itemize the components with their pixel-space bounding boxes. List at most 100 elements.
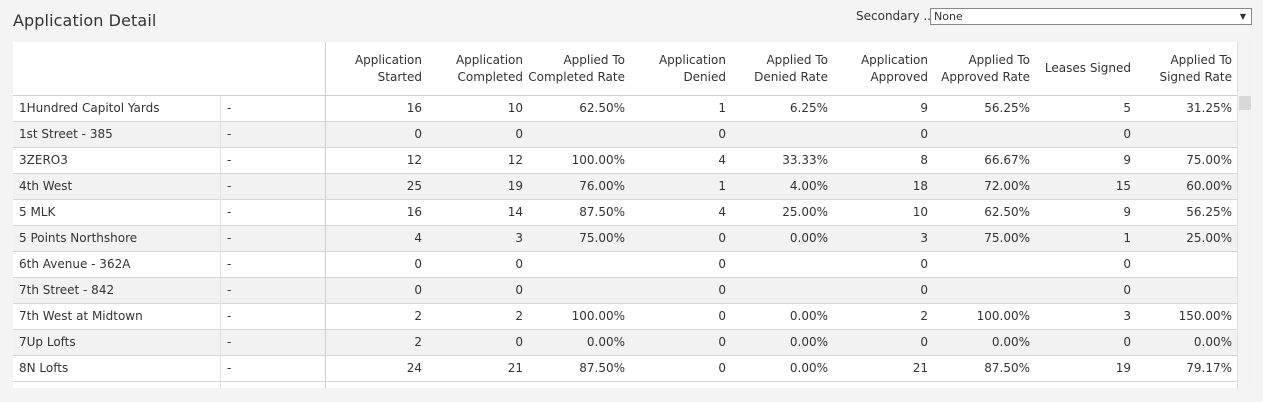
table-cell: 3 [920,231,928,245]
table-cell: 87.50% [579,205,625,219]
secondary-value: - [227,283,232,297]
table-row[interactable]: 4th West - 25 19 76.00% 1 4.00% 18 72.00% 15 60.00… [13,174,1237,200]
secondary-filter-value: None [934,10,963,23]
page-title: Application Detail [13,11,157,30]
table-cell: 0.00% [789,361,828,375]
table-cell: 2 [414,335,422,349]
table-cell: 0 [1123,127,1131,141]
property-name: 1st Street - 385 [19,127,113,141]
row-header-divider [220,96,221,388]
column-header[interactable]: Application Denied [658,52,726,84]
table-cell [726,252,828,277]
table-cell: 15 [1115,179,1131,193]
table-cell: 4 [718,205,726,219]
column-header[interactable]: Applied To Denied Rate [754,52,828,84]
secondary-filter-label: Secondary ... [856,9,935,23]
table-cell: 56.25% [1186,205,1232,219]
table-cell: 2 [920,309,928,323]
secondary-value: - [227,127,232,141]
column-header[interactable]: Leases Signed [1044,61,1131,75]
table-cell: 75.00% [1186,153,1232,167]
table-cell: 76.00% [579,179,625,193]
table-row[interactable]: 1st Street - 385 - 0 0 0 0 0 [13,122,1237,148]
column-header[interactable]: Application Started [354,52,422,84]
table-header: Application Started Application Completed… [13,42,1237,96]
application-detail-table: Application Started Application Completed… [13,42,1251,388]
table-cell: 9 [1123,205,1131,219]
column-header[interactable]: Application Completed [455,52,523,84]
table-cell [928,278,1030,303]
table-cell: 25.00% [782,205,828,219]
table-cell: 9 [1123,153,1131,167]
table-cell: 60.00% [1186,179,1232,193]
table-row[interactable]: 5 Points Northshore - 4 3 75.00% 0 0.00% 3 75.00… [13,226,1237,252]
table-cell: 56.25% [984,101,1030,115]
table-cell: 31.25% [1186,101,1232,115]
table-cell: 10 [507,101,523,115]
table-cell: 0 [718,257,726,271]
secondary-value: - [227,361,232,375]
table-cell: 2 [515,309,523,323]
secondary-value: - [227,309,232,323]
table-cell: 2 [414,309,422,323]
table-cell: 87.50% [984,361,1030,375]
table-cell: 0 [515,257,523,271]
table-row[interactable]: 3ZERO3 - 12 12 100.00% 4 33.33% 8 66.67% 9 75.00% [13,148,1237,174]
table-cell [523,278,625,303]
table-cell: 75.00% [579,231,625,245]
table-row[interactable]: 7th West at Midtown - 2 2 100.00% 0 0.00% 2 100.… [13,304,1237,330]
table-row[interactable]: 1Hundred Capitol Yards - 16 10 62.50% 1 6.25% 9… [13,96,1237,122]
scrollbar-thumb[interactable] [1239,96,1251,110]
table-row[interactable]: 5 MLK - 16 14 87.50% 4 25.00% 10 62.50% 9 56.25% [13,200,1237,226]
table-cell: 6.25% [789,101,828,115]
table-cell: 21 [507,361,523,375]
table-cell: 0 [515,335,523,349]
column-header[interactable]: Applied To Signed Rate [1159,52,1232,84]
table-row[interactable]: 6th Avenue - 362A - 0 0 0 0 0 [13,252,1237,278]
column-header[interactable]: Applied To Completed Rate [528,52,625,84]
table-cell: 150.00% [1178,309,1232,323]
table-cell: 0 [718,361,726,375]
row-header-column-divider [325,42,326,388]
table-row[interactable]: 7th Street - 842 - 0 0 0 0 0 [13,278,1237,304]
table-cell: 14 [507,205,523,219]
table-cell: 12 [406,153,422,167]
table-cell: 79.17% [1186,361,1232,375]
table-row[interactable]: 7Up Lofts - 2 0 0.00% 0 0.00% 0 0.00% 0 0.00% [13,330,1237,356]
table-cell: 100.00% [976,309,1030,323]
table-cell: 0 [515,127,523,141]
table-cell: 100.00% [571,309,625,323]
table-cell [1131,278,1232,303]
secondary-value: - [227,205,232,219]
dropdown-arrow-icon[interactable]: ▼ [1239,12,1246,21]
column-header[interactable]: Application Approved [860,52,928,84]
table-cell [928,252,1030,277]
table-cell [523,122,625,147]
property-name: 3ZERO3 [19,153,68,167]
table-cell: 62.50% [984,205,1030,219]
vertical-scrollbar[interactable] [1237,42,1251,388]
secondary-value: - [227,335,232,349]
property-name: 7th West at Midtown [19,309,143,323]
table-cell: 1 [1123,231,1131,245]
table-cell: 62.50% [579,101,625,115]
partial-row [13,380,1237,388]
secondary-value: - [227,153,232,167]
table-cell: 0 [1123,283,1131,297]
table-cell: 66.67% [984,153,1030,167]
table-cell: 100.00% [571,153,625,167]
column-header[interactable]: Applied To Approved Rate [941,52,1030,84]
secondary-filter-dropdown[interactable]: None ▼ [930,8,1252,25]
table-cell: 0 [920,283,928,297]
property-name: 8N Lofts [19,361,69,375]
table-cell: 24 [406,361,422,375]
table-cell: 0 [414,257,422,271]
table-cell: 25.00% [1186,231,1232,245]
table-cell [523,252,625,277]
table-cell: 0 [718,127,726,141]
table-row[interactable]: 8N Lofts - 24 21 87.50% 0 0.00% 21 87.50% 19 79.17… [13,356,1237,382]
table-cell: 0 [718,309,726,323]
table-cell: 0.00% [789,309,828,323]
table-cell: 25 [406,179,422,193]
table-cell: 1 [718,179,726,193]
